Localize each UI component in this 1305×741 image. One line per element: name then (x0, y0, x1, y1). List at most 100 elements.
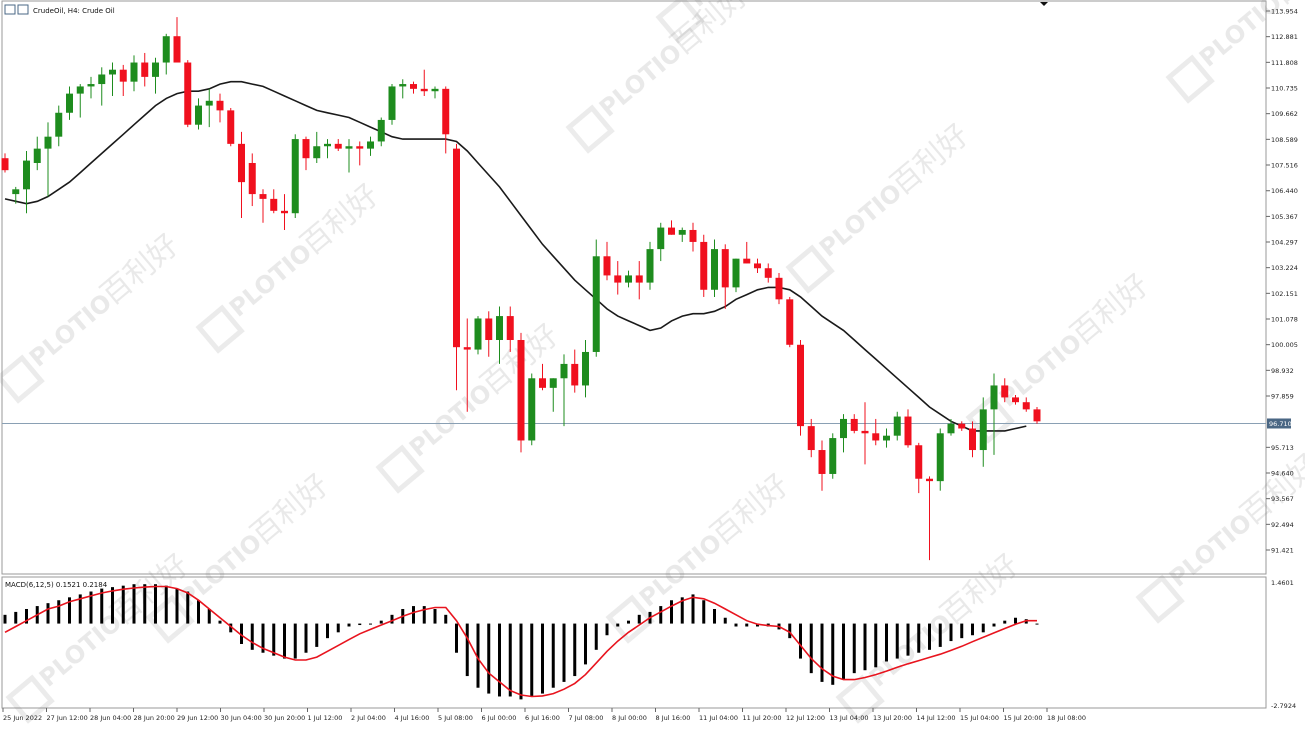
candle-body[interactable] (195, 105, 202, 125)
candle[interactable] (614, 261, 622, 295)
candle-body[interactable] (141, 62, 149, 77)
candle-body[interactable] (388, 86, 396, 120)
candle[interactable] (474, 316, 482, 355)
candle-body[interactable] (367, 141, 374, 149)
candle-body[interactable] (764, 268, 772, 278)
candle-body[interactable] (227, 110, 235, 144)
candle-body[interactable] (1012, 397, 1019, 403)
candle[interactable] (377, 117, 385, 147)
candle[interactable] (356, 141, 364, 166)
candle-body[interactable] (55, 112, 63, 137)
candle-body[interactable] (270, 198, 278, 211)
candle[interactable] (442, 86, 450, 154)
candle-body[interactable] (324, 143, 331, 147)
candle[interactable] (44, 122, 52, 197)
candle-body[interactable] (926, 478, 933, 482)
candle-body[interactable] (281, 210, 288, 214)
candle-body[interactable] (259, 194, 267, 199)
candle[interactable] (979, 397, 987, 467)
candle[interactable] (87, 76, 95, 99)
candle[interactable] (55, 105, 63, 147)
candle-body[interactable] (883, 435, 890, 441)
candle[interactable] (1, 153, 9, 173)
candle-body[interactable] (990, 385, 998, 410)
candle[interactable] (517, 332, 525, 453)
candle-body[interactable] (87, 84, 95, 87)
candle[interactable] (485, 311, 493, 357)
candle[interactable] (324, 139, 331, 159)
candle[interactable] (969, 421, 976, 458)
candle[interactable] (227, 107, 235, 147)
candle-body[interactable] (721, 249, 729, 288)
candle-body[interactable] (818, 450, 826, 474)
candle[interactable] (1012, 395, 1019, 405)
candle-body[interactable] (33, 148, 41, 163)
candle[interactable] (625, 270, 632, 288)
candle-body[interactable] (420, 88, 428, 92)
candle-body[interactable] (678, 229, 686, 235)
candle[interactable] (195, 98, 202, 130)
candle[interactable] (302, 136, 310, 171)
candle[interactable] (152, 57, 159, 94)
candle-body[interactable] (582, 351, 589, 386)
candle-body[interactable] (152, 62, 159, 77)
candle-body[interactable] (560, 363, 568, 379)
candle[interactable] (689, 222, 697, 252)
candle[interactable] (270, 189, 278, 214)
candle[interactable] (560, 354, 568, 427)
candle-body[interactable] (657, 227, 665, 250)
candle-body[interactable] (506, 316, 514, 341)
candle-body[interactable] (1001, 385, 1009, 398)
candle[interactable] (571, 349, 579, 393)
candle-body[interactable] (313, 146, 321, 159)
candle-body[interactable] (238, 143, 245, 183)
candle[interactable] (420, 69, 428, 97)
candle[interactable] (539, 363, 546, 391)
candle[interactable] (238, 131, 245, 219)
candle[interactable] (463, 318, 471, 412)
candle[interactable] (98, 67, 106, 106)
candle-body[interactable] (947, 423, 955, 434)
candle[interactable] (807, 418, 815, 458)
candle-body[interactable] (463, 347, 471, 350)
candle-body[interactable] (958, 423, 966, 429)
candle[interactable] (1033, 406, 1041, 424)
candle[interactable] (410, 81, 417, 94)
candle-body[interactable] (635, 275, 643, 283)
candle[interactable] (119, 64, 127, 97)
candle[interactable] (764, 263, 772, 283)
candle[interactable] (732, 258, 740, 293)
candle-body[interactable] (571, 363, 579, 386)
candle-body[interactable] (1022, 402, 1030, 410)
candle-body[interactable] (549, 378, 557, 388)
candle-body[interactable] (334, 143, 342, 149)
candle-body[interactable] (539, 378, 546, 388)
candle-body[interactable] (173, 36, 181, 63)
candle[interactable] (582, 340, 589, 398)
candle[interactable] (367, 136, 374, 156)
candle-body[interactable] (850, 418, 858, 431)
candle-body[interactable] (732, 258, 740, 288)
candle[interactable] (893, 411, 901, 441)
candle-body[interactable] (528, 378, 536, 441)
candle-body[interactable] (474, 318, 482, 350)
candle-body[interactable] (109, 69, 116, 75)
candle-body[interactable] (872, 433, 880, 441)
candle-body[interactable] (248, 162, 256, 195)
candle-body[interactable] (453, 148, 460, 348)
candle[interactable] (162, 33, 170, 75)
candle[interactable] (549, 378, 557, 412)
candle[interactable] (141, 52, 149, 87)
candle-body[interactable] (592, 256, 600, 352)
candle[interactable] (840, 414, 847, 453)
candle-body[interactable] (130, 62, 138, 82)
candle[interactable] (109, 62, 116, 97)
candle[interactable] (635, 261, 643, 300)
candle-body[interactable] (496, 316, 503, 341)
candle[interactable] (775, 273, 783, 305)
candle-body[interactable] (689, 229, 697, 242)
candle[interactable] (958, 421, 966, 431)
candle-body[interactable] (603, 256, 611, 276)
